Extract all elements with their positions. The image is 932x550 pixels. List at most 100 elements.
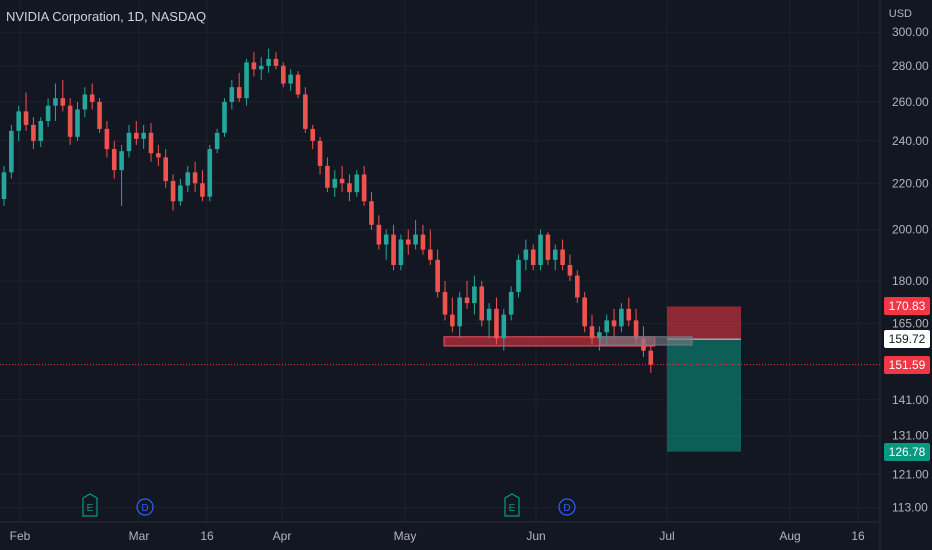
candle-body <box>9 130 14 173</box>
candle <box>111 140 117 179</box>
earnings-event-icon: E <box>504 493 520 517</box>
entry-price-tag: 159.72 <box>884 330 930 349</box>
candle <box>207 144 213 202</box>
candle-body <box>148 132 154 154</box>
candle <box>281 62 286 88</box>
x-tick-label: 16 <box>200 529 214 543</box>
candle-body <box>479 286 485 321</box>
candle <box>258 57 264 80</box>
candle-body <box>185 172 191 186</box>
candle <box>1 165 7 206</box>
candle <box>82 87 88 118</box>
candle <box>369 192 374 230</box>
candle <box>545 232 551 266</box>
candle <box>23 92 29 131</box>
candle <box>156 144 161 166</box>
candle <box>619 303 624 333</box>
candle <box>523 239 529 271</box>
dividend-event-icon: D <box>558 498 576 516</box>
candle-body <box>457 297 462 327</box>
candle <box>391 224 396 271</box>
candle <box>104 121 110 158</box>
candle <box>141 124 146 150</box>
candle-body <box>251 62 257 70</box>
candle <box>325 157 330 193</box>
candle <box>361 165 367 206</box>
candle <box>45 98 51 127</box>
y-tick-label: 260.00 <box>892 95 929 109</box>
candle <box>126 124 132 158</box>
candle-body <box>501 314 507 339</box>
candle-body <box>354 174 360 193</box>
candle <box>97 98 102 133</box>
y-tick-label: 300.00 <box>892 25 929 39</box>
y-tick-label: 121.00 <box>892 467 929 481</box>
candle <box>295 71 301 99</box>
candle-body <box>126 132 132 152</box>
candle-body <box>317 140 323 166</box>
event-label: E <box>87 503 94 514</box>
candle-body <box>361 174 367 202</box>
candle-body <box>222 101 227 133</box>
candle-body <box>633 320 639 339</box>
candle-body <box>229 87 235 102</box>
candle-body <box>281 65 286 84</box>
candle-body <box>192 172 198 184</box>
candle-body <box>67 105 73 137</box>
candle <box>288 69 293 91</box>
candle-body <box>288 74 293 84</box>
candle-body <box>16 111 21 131</box>
candle <box>236 72 242 102</box>
candle <box>472 275 477 315</box>
candle-body <box>45 105 51 122</box>
candle-body <box>266 58 271 66</box>
candle-body <box>575 275 580 298</box>
candle <box>479 280 485 327</box>
candle-body <box>494 308 499 339</box>
candle <box>170 174 176 211</box>
candle <box>648 344 654 374</box>
candle <box>163 149 168 188</box>
candle-body <box>178 185 183 202</box>
candle-body <box>530 249 536 266</box>
candle-body <box>369 201 374 225</box>
candle-body <box>611 320 617 327</box>
candle <box>273 52 279 70</box>
candle-body <box>486 308 492 321</box>
candle <box>464 280 470 309</box>
y-tick-label: 220.00 <box>892 176 929 190</box>
candle-body <box>53 98 58 106</box>
candle-body <box>523 249 529 260</box>
candle-body <box>111 149 117 171</box>
candle-body <box>325 165 330 188</box>
candle-body <box>104 128 110 150</box>
event-label: E <box>509 503 516 514</box>
symbol-title: NVIDIA Corporation, 1D, NASDAQ <box>6 9 207 24</box>
earnings-event-icon: E <box>82 493 98 517</box>
candle <box>450 297 455 333</box>
candle <box>611 308 617 339</box>
candle-body <box>508 291 514 315</box>
candle-body <box>163 157 168 182</box>
y-tick-label: 280.00 <box>892 59 929 73</box>
candle-body <box>38 121 44 141</box>
candle-body <box>472 286 477 304</box>
x-tick-label: Jun <box>526 529 545 543</box>
candle <box>347 174 352 202</box>
candle-body <box>420 234 426 250</box>
candle-body <box>442 291 448 315</box>
x-tick-label: May <box>394 529 417 543</box>
candle <box>200 170 205 202</box>
candle <box>192 161 198 193</box>
candle-body <box>170 181 176 202</box>
candle-body <box>383 234 389 245</box>
candle-body <box>75 109 80 137</box>
candle <box>516 254 521 298</box>
event-label: D <box>141 503 148 514</box>
x-tick-label: Aug <box>779 529 800 543</box>
candle <box>428 229 433 266</box>
candle <box>508 286 514 321</box>
candle <box>552 244 558 271</box>
